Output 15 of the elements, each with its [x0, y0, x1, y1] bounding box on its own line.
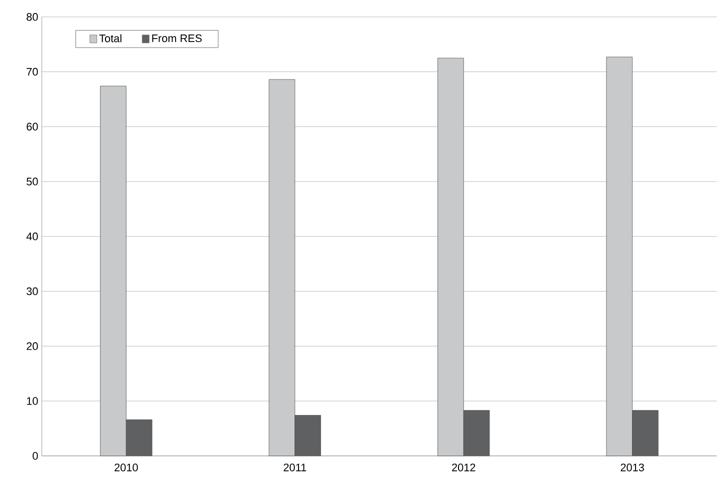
y-tick-label: 10 [27, 397, 38, 405]
y-tick-label: 50 [26, 178, 38, 186]
y-tick-label: 40 [26, 232, 38, 240]
y-tick-label: 30 [26, 288, 38, 296]
y-tick-label: 80 [26, 13, 38, 21]
y-tick-label: 0 [32, 452, 38, 460]
legend-label: From RES [152, 34, 202, 42]
x-tick-label: 2011 [284, 464, 306, 472]
y-tick-label: 20 [26, 342, 38, 350]
y-tick-label: 70 [26, 68, 38, 76]
x-tick-label: 2012 [452, 464, 476, 472]
y-tick-label: 60 [26, 122, 38, 131]
legend-label: Total [99, 34, 122, 42]
x-tick-label: 2013 [620, 464, 644, 472]
x-tick-label: 2010 [114, 464, 138, 472]
